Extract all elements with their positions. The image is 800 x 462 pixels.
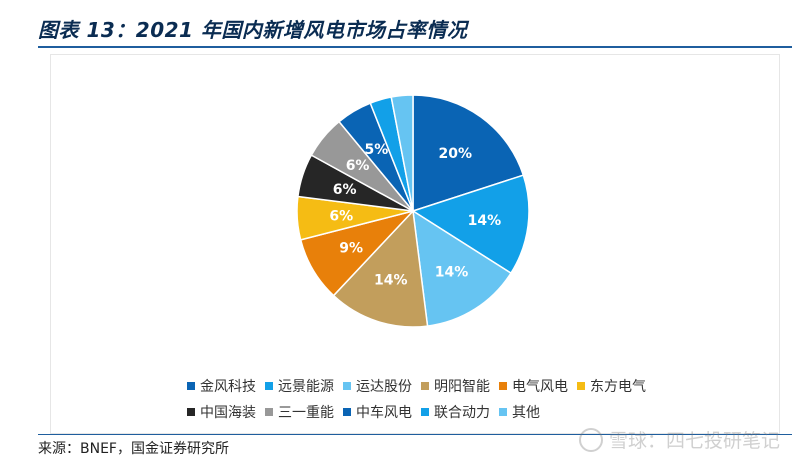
title-rule <box>38 46 792 48</box>
pie-slice <box>412 94 525 213</box>
pie-slice <box>390 94 414 212</box>
slice-data-label: 20% <box>439 146 473 162</box>
slice-data-label: 14% <box>374 272 408 288</box>
legend-swatch <box>343 382 351 390</box>
legend-swatch <box>187 408 195 416</box>
legend-label: 运达股份 <box>356 379 412 395</box>
slice-data-label: 6% <box>333 182 357 198</box>
legend-row: 中国海装 三一重能 中车风电 联合动力 其他 <box>187 399 707 425</box>
legend-swatch <box>577 382 585 390</box>
legend-label: 其他 <box>512 405 540 421</box>
legend-swatch <box>265 408 273 416</box>
legend-item: 金风科技 <box>187 376 256 396</box>
legend-label: 三一重能 <box>278 405 334 421</box>
legend-label: 金风科技 <box>200 379 256 395</box>
pie-slice <box>411 174 530 275</box>
pie-slice <box>332 209 429 328</box>
legend-swatch <box>265 382 273 390</box>
legend-label: 明阳智能 <box>434 379 490 395</box>
watermark-text: 雪球：四七投研笔记 <box>608 430 780 452</box>
legend-item: 中国海装 <box>187 402 256 422</box>
legend-swatch <box>499 408 507 416</box>
legend-swatch <box>421 382 429 390</box>
legend-item: 明阳智能 <box>421 376 490 396</box>
legend-item: 三一重能 <box>265 402 334 422</box>
legend-swatch <box>187 382 195 390</box>
legend-label: 中国海装 <box>200 405 256 421</box>
slice-data-label: 14% <box>435 265 469 281</box>
pie-slice <box>412 209 512 327</box>
watermark: 雪球：四七投研笔记 <box>578 426 780 453</box>
source-note: 来源：BNEF，国金证券研究所 <box>38 441 229 457</box>
slice-data-label: 6% <box>329 209 353 225</box>
legend-swatch <box>421 408 429 416</box>
chart-legend: 金风科技 远景能源 运达股份 明阳智能 电气风电 东方电气中国海装 三一重能 中车风电 联合动力… <box>187 373 707 425</box>
legend-label: 中车风电 <box>356 405 412 421</box>
legend-item: 运达股份 <box>343 376 412 396</box>
slice-data-label: 14% <box>468 213 502 229</box>
slice-data-label: 9% <box>339 241 363 257</box>
legend-item: 远景能源 <box>265 376 334 396</box>
figure-title: 图表 13：2021 年国内新增风电市场占率情况 <box>38 18 468 42</box>
snowball-logo-icon <box>578 427 603 452</box>
source-rule <box>38 434 792 435</box>
legend-swatch <box>343 408 351 416</box>
legend-item: 其他 <box>499 402 540 422</box>
legend-label: 联合动力 <box>434 405 490 421</box>
pie-chart: 20%14%14%14%9%6%6%6%5% <box>296 94 530 328</box>
legend-item: 东方电气 <box>577 376 646 396</box>
chart-area: 20% 14% 14% 14% 9% 6% 6% 6% 5% 金风科技 远景能源 运达股份 明阳智能电… <box>50 54 780 434</box>
slice-data-label: 6% <box>346 158 370 174</box>
legend-label: 远景能源 <box>278 379 334 395</box>
legend-row: 金风科技 远景能源 运达股份 明阳智能 电气风电 东方电气 <box>187 373 707 399</box>
slice-data-label: 5% <box>364 142 388 158</box>
legend-item: 中车风电 <box>343 402 412 422</box>
legend-item: 电气风电 <box>499 376 568 396</box>
legend-label: 电气风电 <box>512 379 568 395</box>
legend-swatch <box>499 382 507 390</box>
legend-item: 联合动力 <box>421 402 490 422</box>
legend-label: 东方电气 <box>590 379 646 395</box>
